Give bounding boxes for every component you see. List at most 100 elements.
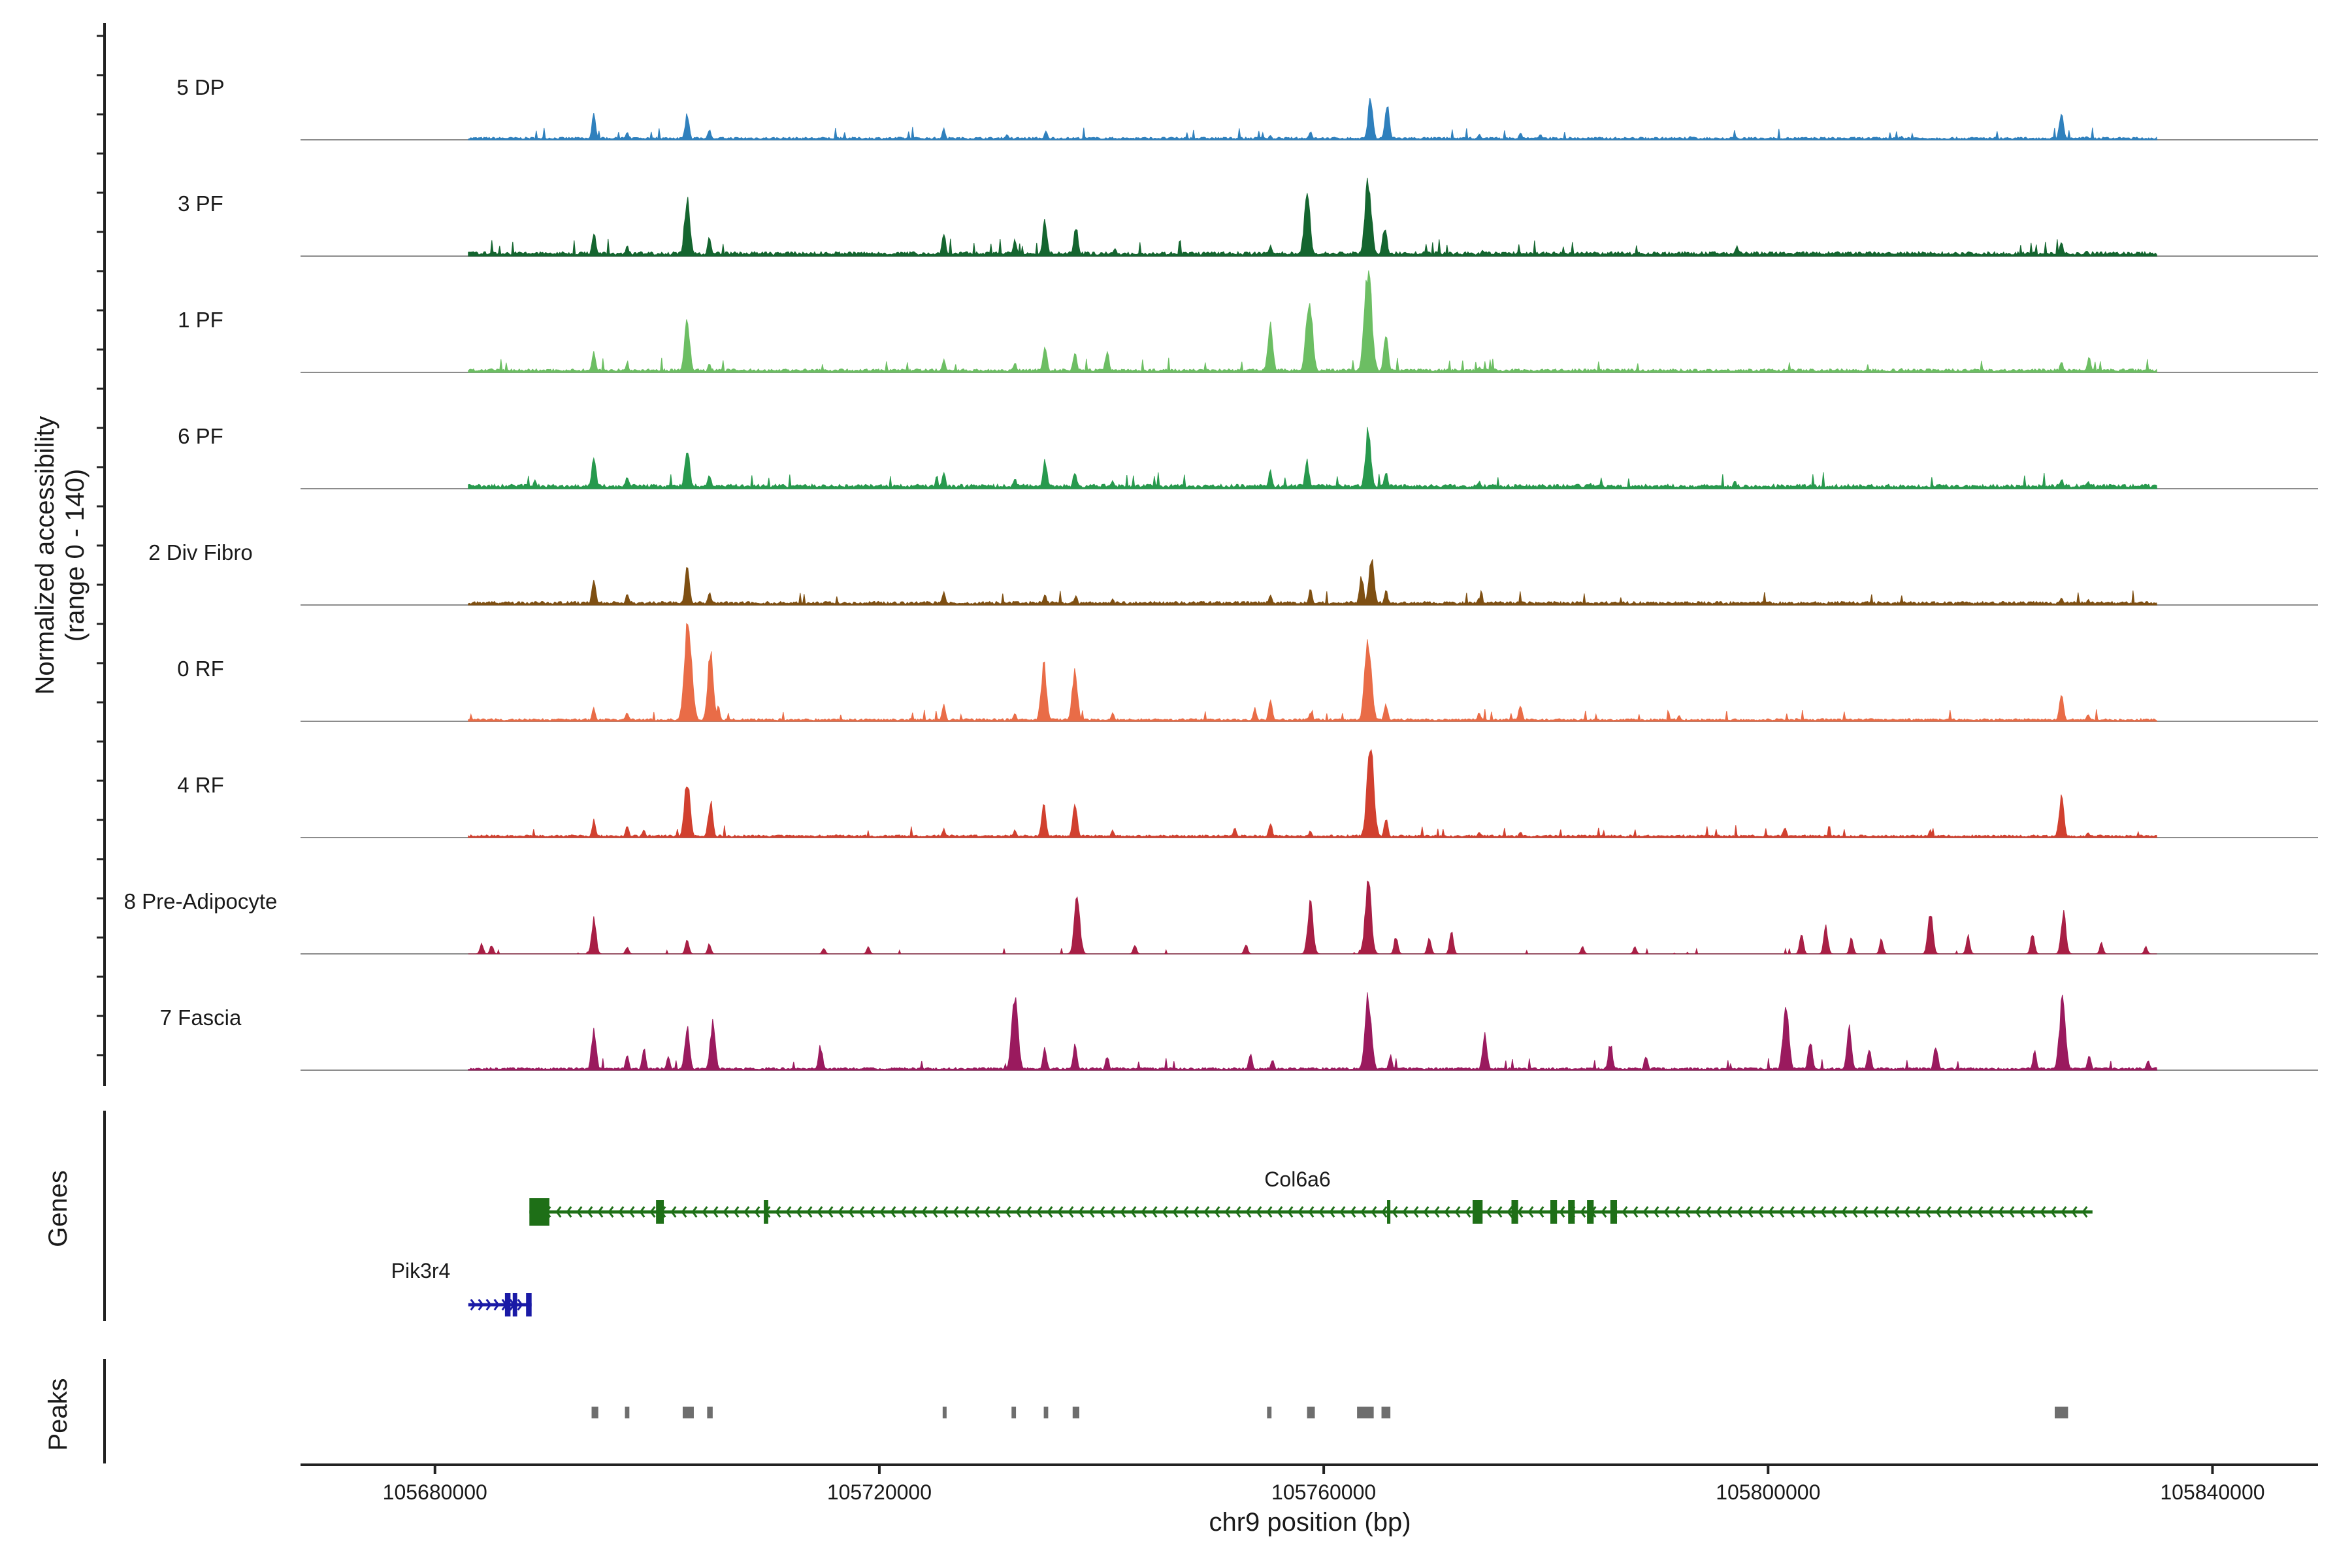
strand-arrow <box>649 1206 656 1218</box>
track-labels: 5 DP 3 PF 1 PF 6 PF 2 Div Fibro 0 RF 4 RF 8 Pre… <box>124 75 278 1030</box>
strand-arrow <box>2029 1206 2036 1218</box>
strand-arrow <box>1318 1206 1325 1218</box>
coverage-area <box>468 749 2158 838</box>
genes-panel-label: Genes <box>44 1170 73 1247</box>
track-label: 8 Pre-Adipocyte <box>124 889 278 913</box>
peak-region <box>707 1407 713 1418</box>
track-3-pf <box>301 178 2318 257</box>
strand-arrow <box>1747 1206 1754 1218</box>
strand-arrow <box>1862 1206 1869 1218</box>
strand-arrow <box>1099 1206 1105 1218</box>
strand-arrow <box>1601 1206 1607 1218</box>
peak-region <box>1072 1407 1080 1418</box>
peak-region <box>1357 1407 1374 1418</box>
strand-arrow <box>1893 1206 1900 1218</box>
strand-arrow <box>911 1206 917 1218</box>
x-axis: 105680000 105720000 105760000 105800000 1058… <box>301 1463 2318 1504</box>
strand-arrow <box>1527 1206 1534 1218</box>
strand-arrow <box>1277 1206 1283 1218</box>
track-label: 4 RF <box>177 773 224 797</box>
strand-arrow <box>2050 1206 2057 1218</box>
strand-arrow <box>1778 1206 1785 1218</box>
strand-arrow <box>1224 1206 1231 1218</box>
strand-arrow <box>1799 1206 1806 1218</box>
strand-arrow <box>827 1206 834 1218</box>
strand-arrow <box>973 1206 980 1218</box>
strand-arrow <box>1935 1206 1942 1218</box>
strand-arrow <box>2008 1206 2015 1218</box>
strand-arrow <box>1298 1206 1304 1218</box>
gene-exon <box>1587 1200 1594 1224</box>
strand-arrow <box>1109 1206 1116 1218</box>
strand-arrow <box>1632 1206 1639 1218</box>
strand-arrow <box>953 1206 959 1218</box>
strand-arrow <box>1015 1206 1022 1218</box>
strand-arrow <box>681 1206 687 1218</box>
strand-arrow <box>2040 1206 2046 1218</box>
peak-region <box>2054 1407 2068 1418</box>
coverage-area <box>468 559 2158 606</box>
track-2-div-fibro <box>301 559 2318 606</box>
peak-region <box>1043 1407 1049 1418</box>
x-tick-label: 105800000 <box>1716 1480 1820 1504</box>
track-label: 3 PF <box>178 191 223 216</box>
strand-arrow <box>2061 1206 2067 1218</box>
strand-arrow <box>1162 1206 1168 1218</box>
strand-arrow <box>1256 1206 1262 1218</box>
strand-arrow <box>723 1206 729 1218</box>
y-axis-label-line1: Normalized accessibility <box>31 416 59 695</box>
strand-arrow <box>900 1206 907 1218</box>
coverage-area <box>468 623 2158 722</box>
strand-arrow <box>1987 1206 1994 1218</box>
strand-arrow <box>942 1206 949 1218</box>
strand-arrow <box>1810 1206 1816 1218</box>
gene-exon <box>656 1200 664 1224</box>
gene-exon <box>1610 1200 1618 1224</box>
strand-arrow <box>1789 1206 1795 1218</box>
strand-arrow <box>1308 1206 1315 1218</box>
peak-region <box>1267 1407 1272 1418</box>
strand-arrow <box>858 1206 865 1218</box>
strand-arrow <box>1653 1206 1659 1218</box>
strand-arrow <box>1329 1206 1335 1218</box>
strand-arrow <box>629 1206 635 1218</box>
strand-arrow <box>1726 1206 1733 1218</box>
track-label: 1 PF <box>178 308 223 332</box>
gene-pik3r4: Pik3r4 <box>391 1259 532 1316</box>
strand-arrow <box>1214 1206 1220 1218</box>
strand-arrow <box>618 1206 625 1218</box>
strand-arrow <box>1235 1206 1241 1218</box>
strand-arrow <box>1088 1206 1095 1218</box>
gene-label: Pik3r4 <box>391 1259 451 1282</box>
strand-arrow <box>1622 1206 1628 1218</box>
strand-arrow <box>639 1206 645 1218</box>
strand-arrow <box>1339 1206 1346 1218</box>
strand-arrow <box>1287 1206 1294 1218</box>
y-axis-label-line2: (range 0 - 140) <box>61 469 90 642</box>
left-axes <box>97 23 106 1463</box>
strand-arrow <box>1413 1206 1419 1218</box>
strand-arrow <box>838 1206 844 1218</box>
strand-arrow <box>608 1206 614 1218</box>
strand-arrow <box>1674 1206 1680 1218</box>
strand-arrow <box>470 1299 476 1311</box>
strand-arrow <box>1245 1206 1252 1218</box>
strand-arrow <box>869 1206 875 1218</box>
strand-arrow <box>817 1206 823 1218</box>
strand-arrow <box>2071 1206 2078 1218</box>
track-8-pre-adipocyte <box>301 880 2318 955</box>
peak-region <box>1381 1407 1391 1418</box>
strand-arrow <box>1705 1206 1712 1218</box>
strand-arrow <box>963 1206 970 1218</box>
gene-exon <box>1550 1200 1558 1224</box>
strand-arrow <box>1872 1206 1879 1218</box>
strand-arrow <box>1057 1206 1064 1218</box>
strand-arrow <box>1486 1206 1492 1218</box>
strand-arrow <box>1904 1206 1910 1218</box>
track-4-rf <box>301 749 2318 838</box>
strand-arrow <box>485 1299 492 1311</box>
strand-arrow <box>921 1206 928 1218</box>
strand-arrow <box>1883 1206 1889 1218</box>
track-label: 7 Fascia <box>160 1005 242 1030</box>
strand-arrow <box>1402 1206 1409 1218</box>
